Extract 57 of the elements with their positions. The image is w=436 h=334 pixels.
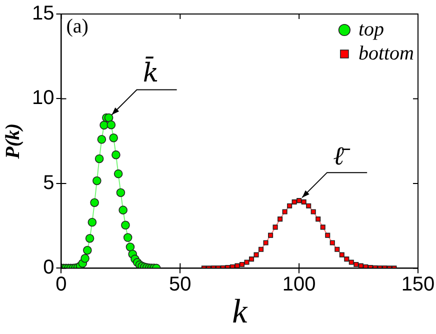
point — [92, 176, 102, 186]
point — [83, 246, 92, 255]
point — [90, 198, 99, 208]
point — [344, 256, 350, 262]
point — [354, 262, 359, 267]
point — [330, 240, 335, 246]
legend-label: bottom — [358, 42, 414, 64]
annotation: ℓ̄ — [333, 141, 351, 172]
annotation: k̄ — [142, 56, 159, 88]
point — [244, 260, 250, 265]
point — [292, 199, 297, 204]
point — [348, 260, 354, 265]
y-axis-title: P(k) — [2, 123, 24, 160]
point — [287, 203, 292, 208]
point — [114, 169, 123, 178]
point — [239, 262, 245, 267]
point — [316, 216, 321, 222]
point — [254, 252, 259, 258]
legend-label: top — [358, 18, 384, 40]
point — [282, 209, 288, 214]
point — [118, 206, 128, 214]
y-tick-label: 5 — [43, 172, 54, 194]
point — [109, 133, 118, 142]
x-tick-label: 150 — [401, 274, 435, 296]
point — [106, 120, 116, 130]
x-tick-label: 100 — [282, 274, 316, 296]
x-tick-label: 50 — [169, 274, 192, 296]
point — [325, 232, 330, 238]
point — [121, 220, 130, 230]
point — [320, 224, 326, 230]
y-tick-label: 0 — [43, 256, 54, 279]
point — [97, 135, 106, 144]
point — [334, 246, 340, 252]
point — [296, 198, 302, 204]
point — [112, 150, 120, 160]
point — [278, 216, 283, 222]
point — [116, 188, 126, 198]
point — [263, 240, 268, 246]
x-axis-title: k — [232, 294, 248, 331]
point — [258, 246, 264, 252]
annotation: (a) — [66, 15, 88, 38]
point — [88, 218, 97, 227]
point — [126, 242, 135, 252]
point — [310, 209, 316, 214]
point — [268, 232, 274, 238]
point — [301, 199, 306, 204]
point — [339, 252, 344, 258]
y-tick-label: 10 — [32, 87, 54, 110]
point — [306, 203, 312, 208]
point — [104, 113, 114, 122]
point — [80, 254, 90, 263]
point — [123, 233, 132, 242]
point — [94, 154, 104, 164]
point — [272, 224, 278, 230]
point — [85, 234, 94, 243]
y-tick-label: 15 — [32, 2, 54, 25]
point — [248, 256, 254, 262]
